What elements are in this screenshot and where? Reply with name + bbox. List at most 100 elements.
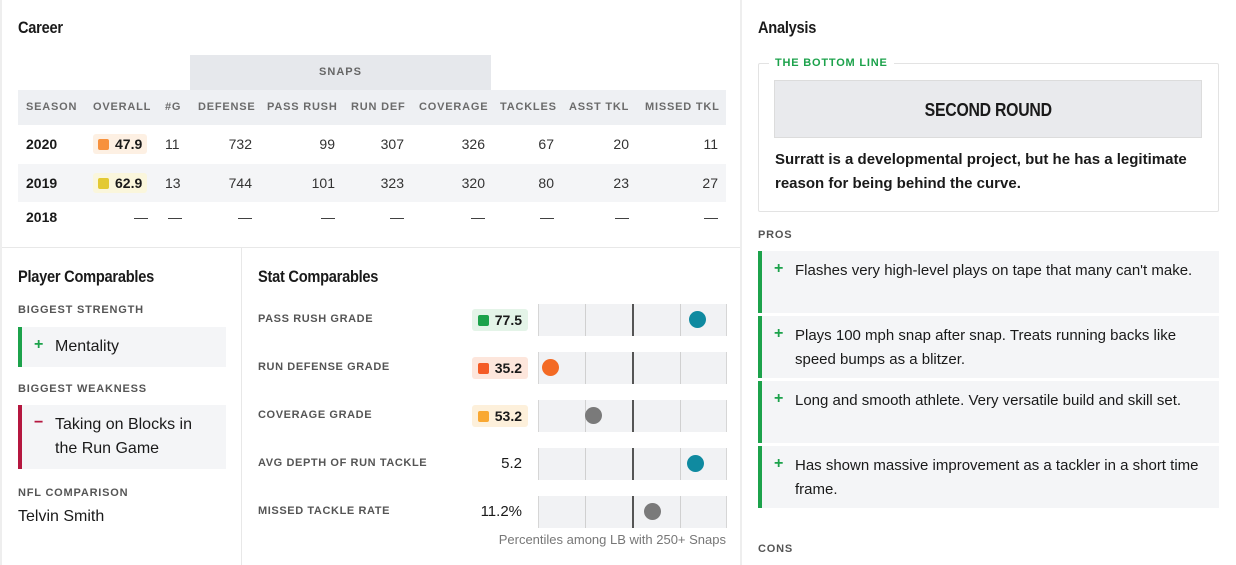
cons-label: CONS: [758, 543, 793, 555]
run-def-cell: —: [390, 209, 404, 225]
pro-bar: [758, 446, 762, 508]
col-asst-tkl: ASST TKL: [569, 101, 630, 113]
median-line: [632, 496, 634, 528]
pass-rush-cell: 99: [319, 136, 335, 152]
col-run-def: RUN DEF: [351, 101, 406, 113]
biggest-strength-card: + Mentality: [18, 327, 226, 367]
snaps-group-header: SNAPS: [190, 55, 491, 90]
percentile-track: [538, 304, 727, 336]
percentile-track: [538, 352, 727, 384]
left-panel: Career SNAPS SEASON OVERALL #G DEFENSE P…: [2, 0, 740, 565]
asst-tkl-cell: 20: [613, 136, 629, 152]
percentile-gridline: [585, 448, 586, 480]
tackles-cell: 67: [538, 136, 554, 152]
plus-icon: +: [34, 336, 44, 353]
coverage-cell: —: [471, 209, 485, 225]
col-pass-rush: PASS RUSH: [267, 101, 338, 113]
plus-icon: +: [774, 455, 784, 472]
percentile-track: [538, 400, 727, 432]
pro-text: Plays 100 mph snap after snap. Treats ru…: [795, 327, 1177, 368]
percentile-gridline: [585, 304, 586, 336]
divider: [241, 248, 242, 565]
games-cell: —: [168, 209, 182, 225]
table-row: 2020 47.9 11 732 99 307 326 67 20 11: [18, 125, 726, 163]
col-overall: OVERALL: [93, 101, 152, 113]
median-line: [632, 400, 634, 432]
percentile-dot: [542, 359, 560, 376]
stat-label: COVERAGE GRADE: [258, 409, 373, 421]
career-title: Career: [18, 18, 63, 37]
stat-label: RUN DEFENSE GRADE: [258, 361, 390, 373]
percentile-gridline: [585, 496, 586, 528]
pros-label: PROS: [758, 229, 793, 241]
coverage-cell: 326: [461, 136, 485, 152]
games-cell: 11: [165, 136, 180, 152]
plus-icon: +: [774, 390, 784, 407]
col-season: SEASON: [26, 101, 78, 113]
analysis-title: Analysis: [758, 18, 817, 37]
pro-text: Has shown massive improvement as a tackl…: [795, 457, 1199, 498]
coverage-cell: 320: [461, 175, 485, 191]
col-defense: DEFENSE: [198, 101, 256, 113]
pro-item: + Long and smooth athlete. Very versatile…: [758, 381, 1219, 443]
tackles-cell: —: [540, 209, 554, 225]
pass-rush-cell: —: [321, 209, 335, 225]
percentile-gridline: [680, 448, 681, 480]
defense-cell: 732: [228, 136, 252, 152]
bottom-line-summary: Surratt is a developmental project, but …: [775, 151, 1187, 192]
strength-bar: [18, 327, 22, 367]
pro-text: Flashes very high-level plays on tape th…: [795, 262, 1193, 279]
percentile-gridline: [680, 496, 681, 528]
grade-square-icon: [98, 138, 109, 150]
stat-value: 35.2: [494, 360, 522, 376]
stat-label: AVG DEPTH OF RUN TACKLE: [258, 457, 428, 469]
grade-square-icon: [477, 314, 489, 326]
stat-label: PASS RUSH GRADE: [258, 313, 374, 325]
pro-item: + Has shown massive improvement as a tack…: [758, 446, 1219, 508]
stat-grade-chip: 53.2: [471, 405, 528, 427]
bottom-line-box: THE BOTTOM LINE SECOND ROUND Surratt is …: [758, 57, 1219, 212]
overall-grade: 62.9: [115, 175, 143, 191]
season-cell: 2018: [26, 209, 58, 225]
percentile-track: [538, 448, 727, 480]
missed-tkl-cell: 27: [702, 175, 718, 191]
asst-tkl-cell: —: [615, 209, 629, 225]
weakness-bar: [18, 405, 22, 469]
player-comparables-title: Player Comparables: [18, 267, 154, 286]
tackles-cell: 80: [538, 175, 554, 191]
season-cell: 2019: [26, 175, 58, 191]
median-line: [632, 448, 634, 480]
stat-value: 11.2%: [480, 503, 522, 520]
percentile-gridline: [680, 400, 681, 432]
percentile-gridline: [680, 352, 681, 384]
nfl-comparison-label: NFL COMPARISON: [18, 487, 129, 499]
missed-tkl-cell: —: [704, 209, 718, 225]
pro-bar: [758, 316, 762, 378]
grade-square-icon: [477, 362, 489, 374]
median-line: [632, 352, 634, 384]
overall-grade-chip: 47.9: [93, 134, 148, 154]
pro-bar: [758, 251, 762, 313]
defense-cell: —: [238, 209, 252, 225]
percentile-dot: [688, 311, 706, 328]
biggest-strength-label: BIGGEST STRENGTH: [18, 304, 144, 316]
nfl-comparison: Telvin Smith: [18, 508, 105, 525]
stat-value: 53.2: [494, 408, 522, 424]
season-cell: 2020: [26, 136, 58, 152]
pass-rush-cell: 101: [311, 175, 335, 191]
percentile-gridline: [585, 352, 586, 384]
stat-value: 77.5: [494, 312, 522, 328]
table-row: 2019 62.9 13 744 101 323 320 80 23 27: [18, 164, 726, 202]
grade-square-icon: [98, 177, 109, 189]
percentile-dot: [584, 407, 602, 424]
overall-grade: 47.9: [115, 136, 143, 152]
percentile-dot: [644, 503, 662, 520]
pro-item: + Plays 100 mph snap after snap. Treats r…: [758, 316, 1219, 378]
percentile-gridline: [680, 304, 681, 336]
stat-label: MISSED TACKLE RATE: [258, 505, 391, 517]
stat-comparables-title: Stat Comparables: [258, 267, 379, 286]
grade-square-icon: [477, 410, 489, 422]
percentile-track: [538, 496, 727, 528]
run-def-cell: 323: [380, 175, 404, 191]
stat-grade-chip: 35.2: [471, 357, 528, 379]
